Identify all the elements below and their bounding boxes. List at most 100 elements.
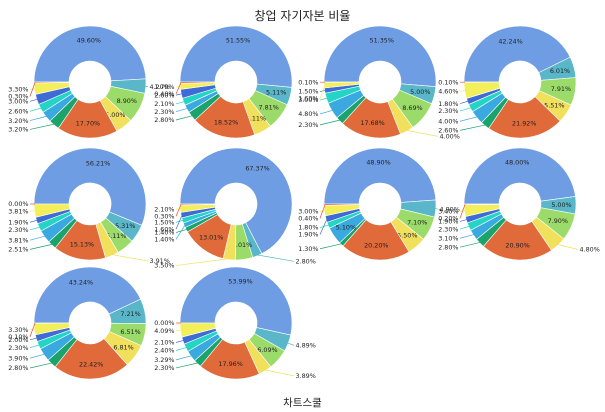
donut-5-label-11: 0.00% bbox=[8, 200, 28, 208]
donut-chart-6: 67.37% 2.80% 5.01% 3.50% 13.01% 1.40%1.40% 1.5… bbox=[154, 147, 316, 270]
donut-4-label-6: 2.60% bbox=[438, 127, 458, 135]
donut-9-leader-11 bbox=[29, 323, 36, 337]
donut-7-label-2: 4.90% bbox=[440, 205, 460, 213]
donut-8-leader-11 bbox=[459, 204, 466, 219]
donut-5-slice-1 bbox=[33, 147, 147, 226]
donut-3-label-10: 1.60% bbox=[298, 95, 318, 103]
donut-10-leader-4 bbox=[264, 369, 295, 377]
donut-8-leader-6 bbox=[459, 241, 481, 248]
donut-2-leader-9 bbox=[175, 93, 183, 96]
donut-1-label-6: 3.20% bbox=[8, 126, 28, 134]
donut-9-label-6: 2.80% bbox=[8, 364, 28, 372]
donut-4-leader-9 bbox=[459, 100, 469, 104]
donut-5-leader-7 bbox=[29, 235, 46, 241]
donut-chart-1: 49.60% 4.20% 8.90% 5.00% 17.70% 3.20%3.20% 2.6… bbox=[8, 25, 170, 139]
donut-5-label-7: 3.81% bbox=[8, 236, 28, 244]
donut-5-label-5: 15.13% bbox=[70, 241, 94, 249]
donut-2-leader-10 bbox=[175, 85, 182, 88]
donut-2-label-11: 0.40% bbox=[154, 90, 174, 98]
donut-3-leader-6 bbox=[319, 119, 341, 126]
donut-4-slice-5 bbox=[488, 96, 561, 139]
donut-6-leader-4 bbox=[175, 258, 230, 266]
donut-chart-3: 51.35% 5.00% 8.69% 4.00% 17.68% 2.30% 4.80% 3.0… bbox=[298, 25, 460, 141]
donut-4-label-4: 5.51% bbox=[544, 101, 564, 109]
donut-1-leader-11 bbox=[29, 82, 36, 97]
donut-6-label-11: 0.30% bbox=[154, 212, 174, 220]
donut-2-label-1: 51.55% bbox=[226, 37, 250, 45]
donut-7-leader-11 bbox=[319, 204, 326, 219]
donut-9-label-7: 3.90% bbox=[8, 354, 28, 362]
donut-1-label-7: 3.20% bbox=[8, 117, 28, 125]
donut-4-label-7: 4.00% bbox=[438, 117, 458, 125]
donut-4-leader-6 bbox=[459, 124, 486, 131]
donut-3-label-3: 8.69% bbox=[402, 104, 422, 112]
donut-8-label-9: 1.90% bbox=[438, 218, 458, 226]
donut-3-leader-8 bbox=[319, 97, 328, 101]
donut-1-leader-9 bbox=[29, 98, 38, 102]
donut-10-label-1: 53.99% bbox=[228, 278, 252, 286]
donut-7-slice-11 bbox=[323, 203, 360, 206]
donut-5-label-1: 56.21% bbox=[86, 159, 110, 167]
donut-7-label-7: 5.10% bbox=[336, 224, 356, 232]
donut-8-label-6: 2.80% bbox=[438, 243, 458, 251]
donut-8-leader-8 bbox=[459, 225, 470, 230]
donut-2-label-4: 5.11% bbox=[246, 114, 266, 122]
donut-7-label-11: 0.40% bbox=[298, 215, 318, 223]
donut-8-label-10: 3.40% bbox=[438, 208, 458, 216]
donut-4-label-9: 1.80% bbox=[438, 100, 458, 108]
donut-2-label-8: 2.10% bbox=[154, 100, 174, 108]
donut-8-label-3: 7.90% bbox=[548, 217, 568, 225]
donut-7-label-1: 48.90% bbox=[366, 159, 390, 167]
donut-2-label-5: 18.52% bbox=[214, 118, 238, 126]
donut-3-label-11: 0.10% bbox=[298, 78, 318, 86]
donut-7-label-6: 1.30% bbox=[298, 245, 318, 253]
donut-9-label-9: 2.00% bbox=[8, 336, 28, 344]
donut-7-slice-5 bbox=[342, 219, 410, 261]
donut-9-label-5: 22.42% bbox=[79, 360, 103, 368]
donut-6-label-4: 3.50% bbox=[154, 262, 174, 270]
donut-4-label-5: 21.92% bbox=[512, 119, 536, 127]
donut-2-label-2: 5.11% bbox=[266, 89, 286, 97]
donut-10-label-5: 17.96% bbox=[218, 360, 242, 368]
donut-chart-7: 48.90% 4.90% 7.10% 5.50% 20.20% 1.30% 5.10% 1.8… bbox=[298, 147, 460, 261]
donut-7-label-3: 7.10% bbox=[407, 218, 427, 226]
donut-2-label-7: 2.30% bbox=[154, 108, 174, 116]
donut-2-label-10: 1.70% bbox=[154, 83, 174, 91]
donut-1-leader-6 bbox=[29, 123, 55, 130]
donut-6-label-10: 2.10% bbox=[154, 205, 174, 213]
donut-1-label-5: 17.70% bbox=[76, 119, 100, 127]
donut-3-label-6: 2.30% bbox=[298, 121, 318, 129]
donut-5-label-4: 3.91% bbox=[150, 257, 170, 265]
donut-7-leader-9 bbox=[319, 218, 328, 235]
donut-10-leader-8 bbox=[175, 347, 187, 351]
donut-chart-5: 56.21% 5.31% 5.11% 3.91% 15.13% 2.51% 3.81% 2.3… bbox=[8, 147, 170, 265]
donut-3-leader-4 bbox=[406, 129, 439, 137]
donut-1-label-11: 0.30% bbox=[8, 93, 28, 101]
donut-2-label-6: 2.80% bbox=[154, 116, 174, 124]
donut-9-label-3: 6.51% bbox=[120, 328, 140, 336]
donut-7-label-10: 3.00% bbox=[298, 208, 318, 216]
donut-7-label-8: 1.80% bbox=[298, 224, 318, 232]
donut-9-label-8: 2.30% bbox=[8, 344, 28, 352]
donut-5-leader-10 bbox=[29, 210, 36, 212]
donut-5-leader-8 bbox=[29, 226, 41, 231]
donut-3-label-5: 17.68% bbox=[360, 119, 384, 127]
donut-8-label-2: 5.00% bbox=[551, 201, 571, 209]
donut-1-label-3: 8.90% bbox=[117, 97, 137, 105]
footer-link[interactable]: 차트스쿨 bbox=[283, 397, 322, 409]
donut-1-leader-7 bbox=[29, 115, 48, 121]
donut-8-label-1: 48.00% bbox=[505, 159, 529, 167]
donut-5-leader-4 bbox=[111, 254, 149, 262]
donut-chart-9: 43.24% 7.21% 6.51% 6.81% 22.42% 2.80% 3.90% 2.3… bbox=[8, 266, 147, 380]
donut-8-leader-4 bbox=[557, 244, 579, 250]
donut-9-slice-5 bbox=[54, 338, 128, 380]
donut-3-slice-1 bbox=[323, 25, 437, 88]
donut-2-leader-8 bbox=[175, 101, 185, 105]
donut-1-leader-2 bbox=[144, 85, 149, 87]
donut-7-label-5: 20.20% bbox=[364, 241, 388, 249]
donut-9-label-4: 6.81% bbox=[113, 343, 133, 351]
donut-1-leader-8 bbox=[29, 107, 42, 112]
donut-6-leader-9 bbox=[175, 214, 183, 230]
donut-6-label-6: 1.40% bbox=[154, 229, 174, 237]
